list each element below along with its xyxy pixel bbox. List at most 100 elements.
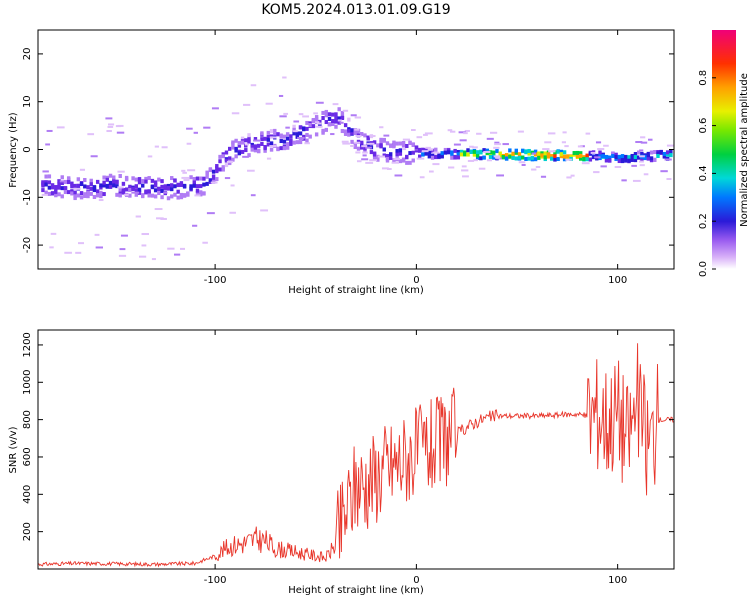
spectrogram-noise-cell	[163, 191, 168, 194]
spectrogram-cell	[363, 133, 367, 138]
spectrogram-cell	[260, 137, 264, 142]
spectrogram-cell	[247, 139, 251, 144]
spectrogram-cell	[128, 193, 132, 198]
y-tick-label: -10	[22, 189, 33, 205]
spectrogram-cell	[327, 122, 332, 127]
spectrogram-cell	[137, 187, 142, 192]
spectrogram-noise-cell	[377, 155, 385, 158]
spectrogram-cell	[604, 154, 609, 159]
spectrogram-noise-cell	[107, 125, 114, 128]
spectrogram-noise-cell	[90, 155, 98, 158]
spectrogram-cell	[617, 159, 622, 164]
spectrogram-cell	[124, 175, 129, 180]
spectrogram-cell	[572, 151, 576, 156]
colorbar-label: Normalized spectral amplitude	[739, 73, 750, 227]
spectrogram-cell	[305, 138, 309, 143]
spectrogram-cell	[669, 149, 673, 154]
spectrogram-noise-cell	[518, 161, 526, 164]
spectrogram-cell	[137, 177, 142, 182]
spectrogram-cell	[624, 154, 628, 159]
spectrogram-cell	[427, 154, 432, 159]
spectrogram-cell	[166, 183, 171, 188]
spectrogram-cell	[340, 115, 345, 120]
spectrogram-noise-cell	[194, 194, 201, 197]
spectrogram-noise-cell	[647, 138, 653, 141]
spectrogram-cell	[521, 155, 525, 160]
spectrogram-cell	[240, 136, 245, 141]
spectrogram-noise-cell	[73, 187, 81, 190]
spectrogram-cell	[47, 174, 52, 179]
spectrogram-cell	[482, 155, 486, 160]
spectrogram-cell	[218, 159, 222, 164]
spectrogram-cell	[215, 169, 219, 174]
spectrogram-cell	[379, 143, 383, 148]
spectrogram-cell	[559, 149, 564, 154]
spectrogram-cell	[408, 160, 412, 165]
spectrogram-cell	[285, 142, 290, 147]
spectrogram-cell	[646, 151, 651, 156]
spectrogram-cell	[398, 148, 403, 153]
spectrogram-noise-cell	[594, 156, 601, 159]
spectrogram-cell	[501, 155, 506, 160]
spectrogram-noise-cell	[540, 175, 547, 178]
spectrogram-cell	[234, 146, 238, 151]
spectrogram-cell	[147, 189, 151, 194]
spectrogram-noise-cell	[432, 163, 440, 166]
spectrogram-cell	[282, 134, 287, 139]
spectrogram-cell	[514, 156, 518, 161]
spectrogram-cell	[134, 184, 139, 189]
y-tick-label: -20	[22, 237, 33, 253]
spectrogram-cell	[208, 178, 213, 183]
spectrogram-cell	[601, 154, 605, 159]
spectrogram-cell	[66, 190, 71, 195]
y-tick-label: 0	[22, 146, 33, 152]
spectrogram-cell	[112, 178, 116, 183]
spectrogram-noise-cell	[180, 247, 185, 250]
spectrogram-noise-cell	[250, 194, 256, 197]
spectrogram-cell	[237, 143, 242, 148]
spectrogram-cell	[334, 116, 338, 121]
spectrogram-cell	[633, 158, 638, 163]
spectrogram-cell	[492, 150, 496, 155]
spectrogram-cell	[205, 171, 209, 176]
spectrogram-cell	[585, 153, 589, 158]
spectrogram-noise-cell	[50, 232, 57, 235]
spectrogram-cell	[424, 148, 428, 153]
spectrogram-noise-cell	[182, 171, 187, 174]
spectrogram-cell	[353, 142, 357, 147]
spectrogram-cell	[514, 148, 518, 153]
spectrogram-cell	[360, 140, 364, 145]
spectrogram-cell	[279, 133, 283, 138]
spectrogram-cell	[427, 150, 432, 155]
spectrogram-cell	[112, 180, 116, 185]
spectrogram-noise-cell	[635, 141, 643, 144]
spectrogram-noise-cell	[229, 211, 236, 214]
spectrogram-noise-cell	[461, 169, 469, 172]
spectrogram-cell	[556, 156, 560, 161]
spectrogram-cell	[179, 181, 184, 186]
spectrogram-cell	[289, 139, 293, 144]
spectrogram-cell	[324, 120, 329, 125]
spectrogram-cell	[121, 188, 126, 193]
spectrogram-cell	[401, 141, 406, 146]
spectrogram-cell	[144, 176, 148, 181]
spectrogram-cell	[343, 123, 348, 128]
spectrogram-cell	[575, 154, 580, 159]
spectrogram-cell	[292, 124, 296, 129]
spectrogram-cell	[550, 154, 554, 159]
spectrogram-noise-cell	[486, 137, 494, 140]
spectrogram-cell	[79, 191, 84, 196]
spectrogram-cell	[295, 131, 300, 136]
spectrogram-cell	[150, 185, 155, 190]
spectrogram-cell	[86, 194, 90, 199]
spectrogram-cell	[221, 167, 225, 172]
spectrogram-cell	[221, 165, 225, 170]
spectrogram-cell	[118, 187, 122, 192]
spectrogram-cell	[611, 153, 615, 158]
spectrogram-cell	[411, 150, 415, 155]
colorbar-tick-label: 0.4	[698, 165, 709, 181]
spectrogram-cell	[269, 141, 274, 146]
spectrogram-noise-cell	[141, 233, 150, 236]
y-tick-label: 20	[22, 48, 33, 61]
spectrogram-marks	[41, 76, 674, 261]
